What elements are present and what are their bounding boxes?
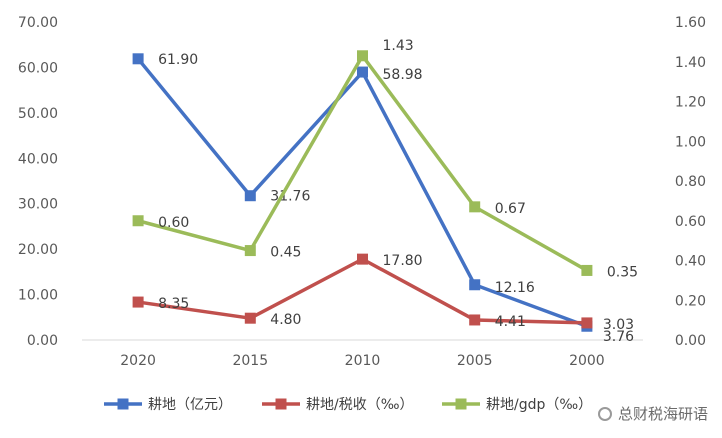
y-left-tick-label: 40.00 (18, 151, 58, 167)
series-line (136, 54, 589, 273)
data-point-marker (132, 215, 144, 227)
data-point-marker (357, 50, 368, 62)
y-left-tick-label: 70.00 (18, 15, 58, 31)
y-right-tick-label: 1.60 (675, 15, 706, 31)
x-tick-label: 2000 (569, 353, 605, 369)
wechat-icon (597, 406, 612, 421)
y-right-tick-label: 1.40 (675, 55, 706, 71)
y-left-tick-label: 50.00 (18, 106, 58, 122)
data-label: 61.90 (158, 52, 198, 68)
data-point-marker (469, 314, 481, 326)
watermark: 总财税海研语 (593, 401, 712, 426)
data-label: 3.03 (603, 317, 634, 333)
y-right-tick-label: 1.20 (675, 95, 706, 111)
data-label: 4.80 (270, 312, 301, 328)
data-label: 58.98 (383, 67, 423, 83)
y-right-tick-label: 1.00 (675, 134, 706, 150)
data-label: 12.16 (495, 280, 535, 296)
y-right-tick-label: 0.20 (675, 293, 706, 309)
data-point-marker (581, 264, 593, 276)
y-left-tick-label: 0.00 (27, 333, 58, 349)
legend-marker (455, 398, 467, 410)
data-label: 3.76 (603, 329, 634, 345)
data-point-marker (244, 190, 256, 202)
data-point-marker (469, 279, 481, 291)
data-point-marker (357, 253, 368, 265)
y-right-tick-label: 0.60 (675, 214, 706, 230)
data-label: 0.35 (607, 264, 638, 280)
data-label: 17.80 (383, 253, 423, 269)
data-point-marker (244, 312, 256, 324)
data-point-marker (357, 66, 368, 78)
x-tick-label: 2020 (120, 353, 156, 369)
data-label: 0.45 (270, 245, 301, 261)
data-label: 0.67 (495, 201, 526, 217)
x-tick-label: 2005 (457, 353, 493, 369)
x-tick-label: 2015 (232, 353, 268, 369)
legend-label: 耕地（亿元） (148, 396, 232, 413)
y-left-tick-label: 10.00 (18, 288, 58, 304)
y-left-tick-label: 20.00 (18, 242, 58, 258)
legend-label: 耕地/gdp（‰） (486, 396, 592, 413)
data-label: 0.60 (158, 215, 189, 231)
data-label: 1.43 (383, 38, 414, 54)
y-right-tick-label: 0.40 (675, 254, 706, 270)
y-left-tick-label: 60.00 (18, 60, 58, 76)
data-label: 8.35 (158, 296, 189, 312)
data-point-marker (469, 201, 481, 213)
legend-marker (275, 398, 287, 410)
legend-label: 耕地/税收（‰） (306, 396, 414, 413)
y-right-tick-label: 0.00 (675, 333, 706, 349)
data-point-marker (581, 317, 593, 329)
y-left-tick-label: 30.00 (18, 197, 58, 213)
data-label: 4.41 (495, 314, 526, 330)
y-right-tick-label: 0.80 (675, 174, 706, 190)
x-tick-label: 2010 (345, 353, 381, 369)
data-point-marker (244, 245, 256, 257)
legend-marker (117, 398, 129, 410)
data-point-marker (132, 296, 144, 308)
watermark-text: 总财税海研语 (617, 405, 708, 423)
data-point-marker (132, 53, 144, 65)
